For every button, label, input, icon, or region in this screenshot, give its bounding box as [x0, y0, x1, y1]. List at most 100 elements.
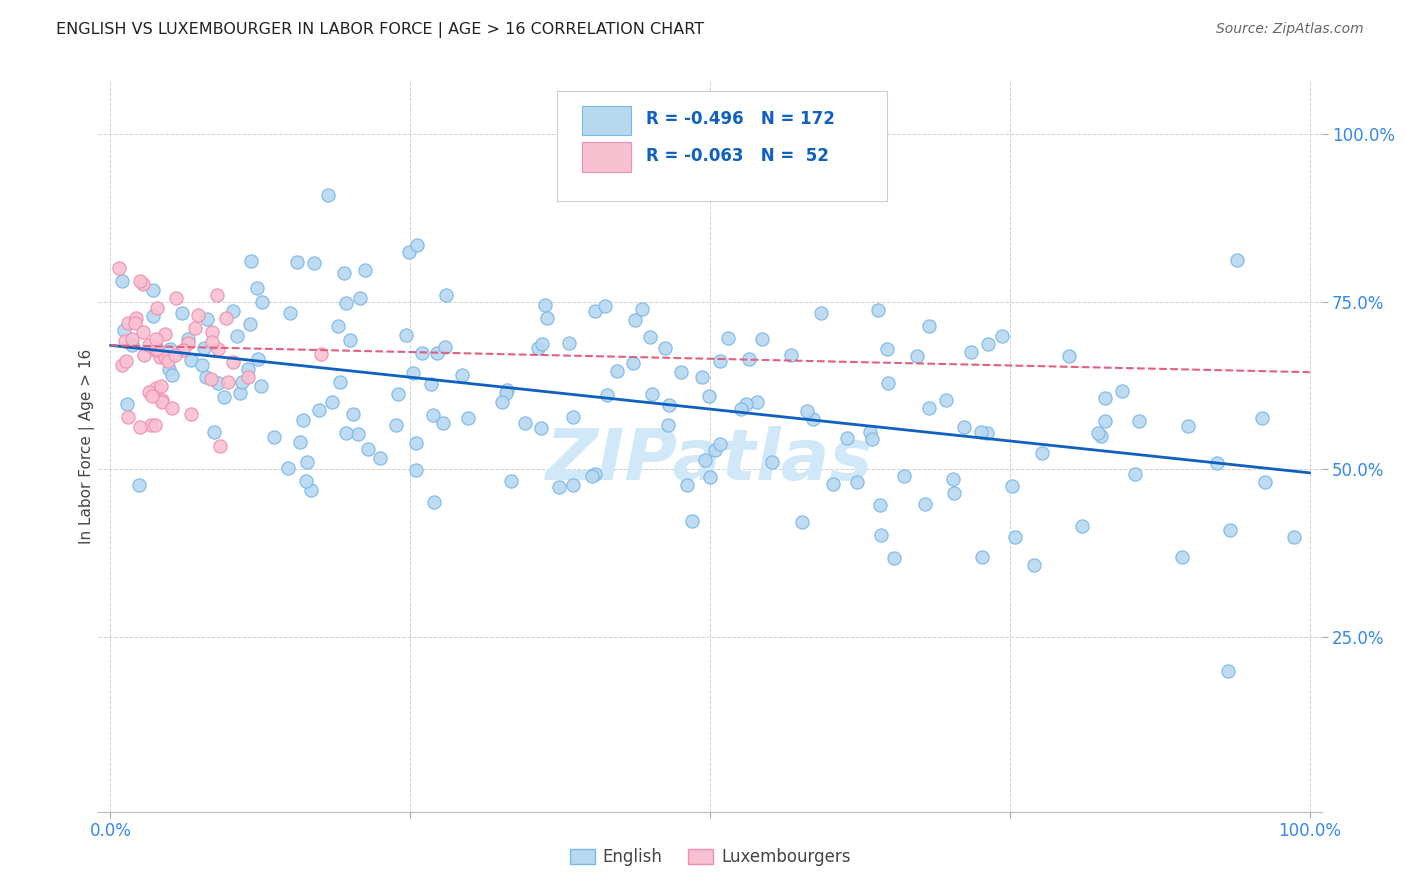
- Point: [201, 325, 224, 339]
- Point: [883, 551, 905, 566]
- Point: [357, 442, 380, 457]
- Point: [641, 387, 664, 401]
- Point: [124, 316, 146, 330]
- Point: [145, 340, 167, 354]
- Point: [141, 283, 163, 297]
- Point: [146, 301, 169, 316]
- Point: [187, 308, 209, 322]
- Point: [329, 375, 352, 389]
- Point: [236, 361, 259, 376]
- Point: [191, 358, 214, 372]
- Point: [801, 412, 824, 426]
- Point: [970, 425, 993, 439]
- Point: [402, 366, 425, 380]
- Point: [231, 376, 253, 390]
- FancyBboxPatch shape: [557, 91, 887, 201]
- Point: [207, 376, 229, 390]
- Point: [349, 291, 371, 305]
- Point: [121, 333, 143, 347]
- Point: [163, 348, 186, 362]
- Point: [581, 469, 603, 483]
- Text: ENGLISH VS LUXEMBOURGER IN LABOR FORCE | AGE > 16 CORRELATION CHART: ENGLISH VS LUXEMBOURGER IN LABOR FORCE |…: [56, 22, 704, 38]
- Point: [405, 435, 427, 450]
- Point: [823, 477, 845, 491]
- Point: [960, 344, 983, 359]
- Point: [695, 453, 717, 467]
- Point: [536, 311, 558, 326]
- Point: [1031, 445, 1053, 459]
- Point: [117, 316, 139, 330]
- Point: [222, 355, 245, 369]
- Point: [1094, 414, 1116, 428]
- Point: [434, 288, 457, 302]
- Point: [976, 426, 998, 441]
- Point: [558, 335, 581, 350]
- Point: [513, 416, 536, 430]
- Point: [280, 306, 302, 320]
- Point: [145, 381, 167, 395]
- Point: [1219, 523, 1241, 537]
- Point: [226, 328, 249, 343]
- Point: [299, 483, 322, 497]
- Point: [202, 425, 225, 439]
- Point: [433, 340, 456, 354]
- Point: [277, 461, 299, 475]
- Point: [846, 475, 869, 490]
- Point: [640, 329, 662, 343]
- Point: [657, 418, 679, 433]
- Point: [730, 401, 752, 416]
- Point: [295, 474, 318, 488]
- Point: [1071, 518, 1094, 533]
- Point: [1094, 391, 1116, 405]
- Point: [150, 379, 173, 393]
- Point: [368, 450, 391, 465]
- Point: [201, 335, 224, 350]
- Point: [160, 401, 183, 416]
- Point: [125, 310, 148, 325]
- Point: [131, 277, 153, 291]
- Point: [342, 407, 364, 421]
- Point: [495, 386, 517, 401]
- Point: [335, 295, 357, 310]
- Point: [496, 383, 519, 397]
- Point: [183, 321, 205, 335]
- Point: [859, 425, 882, 439]
- Point: [738, 352, 761, 367]
- Point: [222, 304, 245, 318]
- Point: [1004, 530, 1026, 544]
- Point: [177, 332, 200, 346]
- Point: [1024, 558, 1046, 572]
- Point: [146, 342, 169, 356]
- Point: [347, 426, 370, 441]
- Point: [977, 336, 1000, 351]
- Point: [150, 395, 173, 409]
- Bar: [582, 106, 630, 136]
- Point: [309, 347, 332, 361]
- Point: [630, 302, 652, 317]
- Point: [250, 378, 273, 392]
- Point: [157, 362, 180, 376]
- Point: [810, 306, 832, 320]
- Point: [547, 480, 569, 494]
- Point: [583, 467, 606, 482]
- Point: [208, 439, 231, 453]
- Point: [141, 388, 163, 402]
- Point: [405, 463, 427, 477]
- Point: [709, 354, 731, 368]
- Point: [302, 256, 325, 270]
- Point: [114, 354, 136, 368]
- Point: [143, 341, 166, 355]
- Point: [128, 478, 150, 492]
- Point: [451, 368, 474, 382]
- Point: [142, 310, 165, 324]
- Point: [207, 342, 229, 356]
- Point: [1090, 429, 1112, 443]
- Point: [972, 550, 994, 565]
- Point: [193, 341, 215, 355]
- Point: [288, 434, 311, 449]
- Point: [1177, 419, 1199, 434]
- Point: [156, 353, 179, 368]
- Point: [165, 291, 187, 305]
- Point: [658, 398, 681, 412]
- Point: [1253, 475, 1275, 490]
